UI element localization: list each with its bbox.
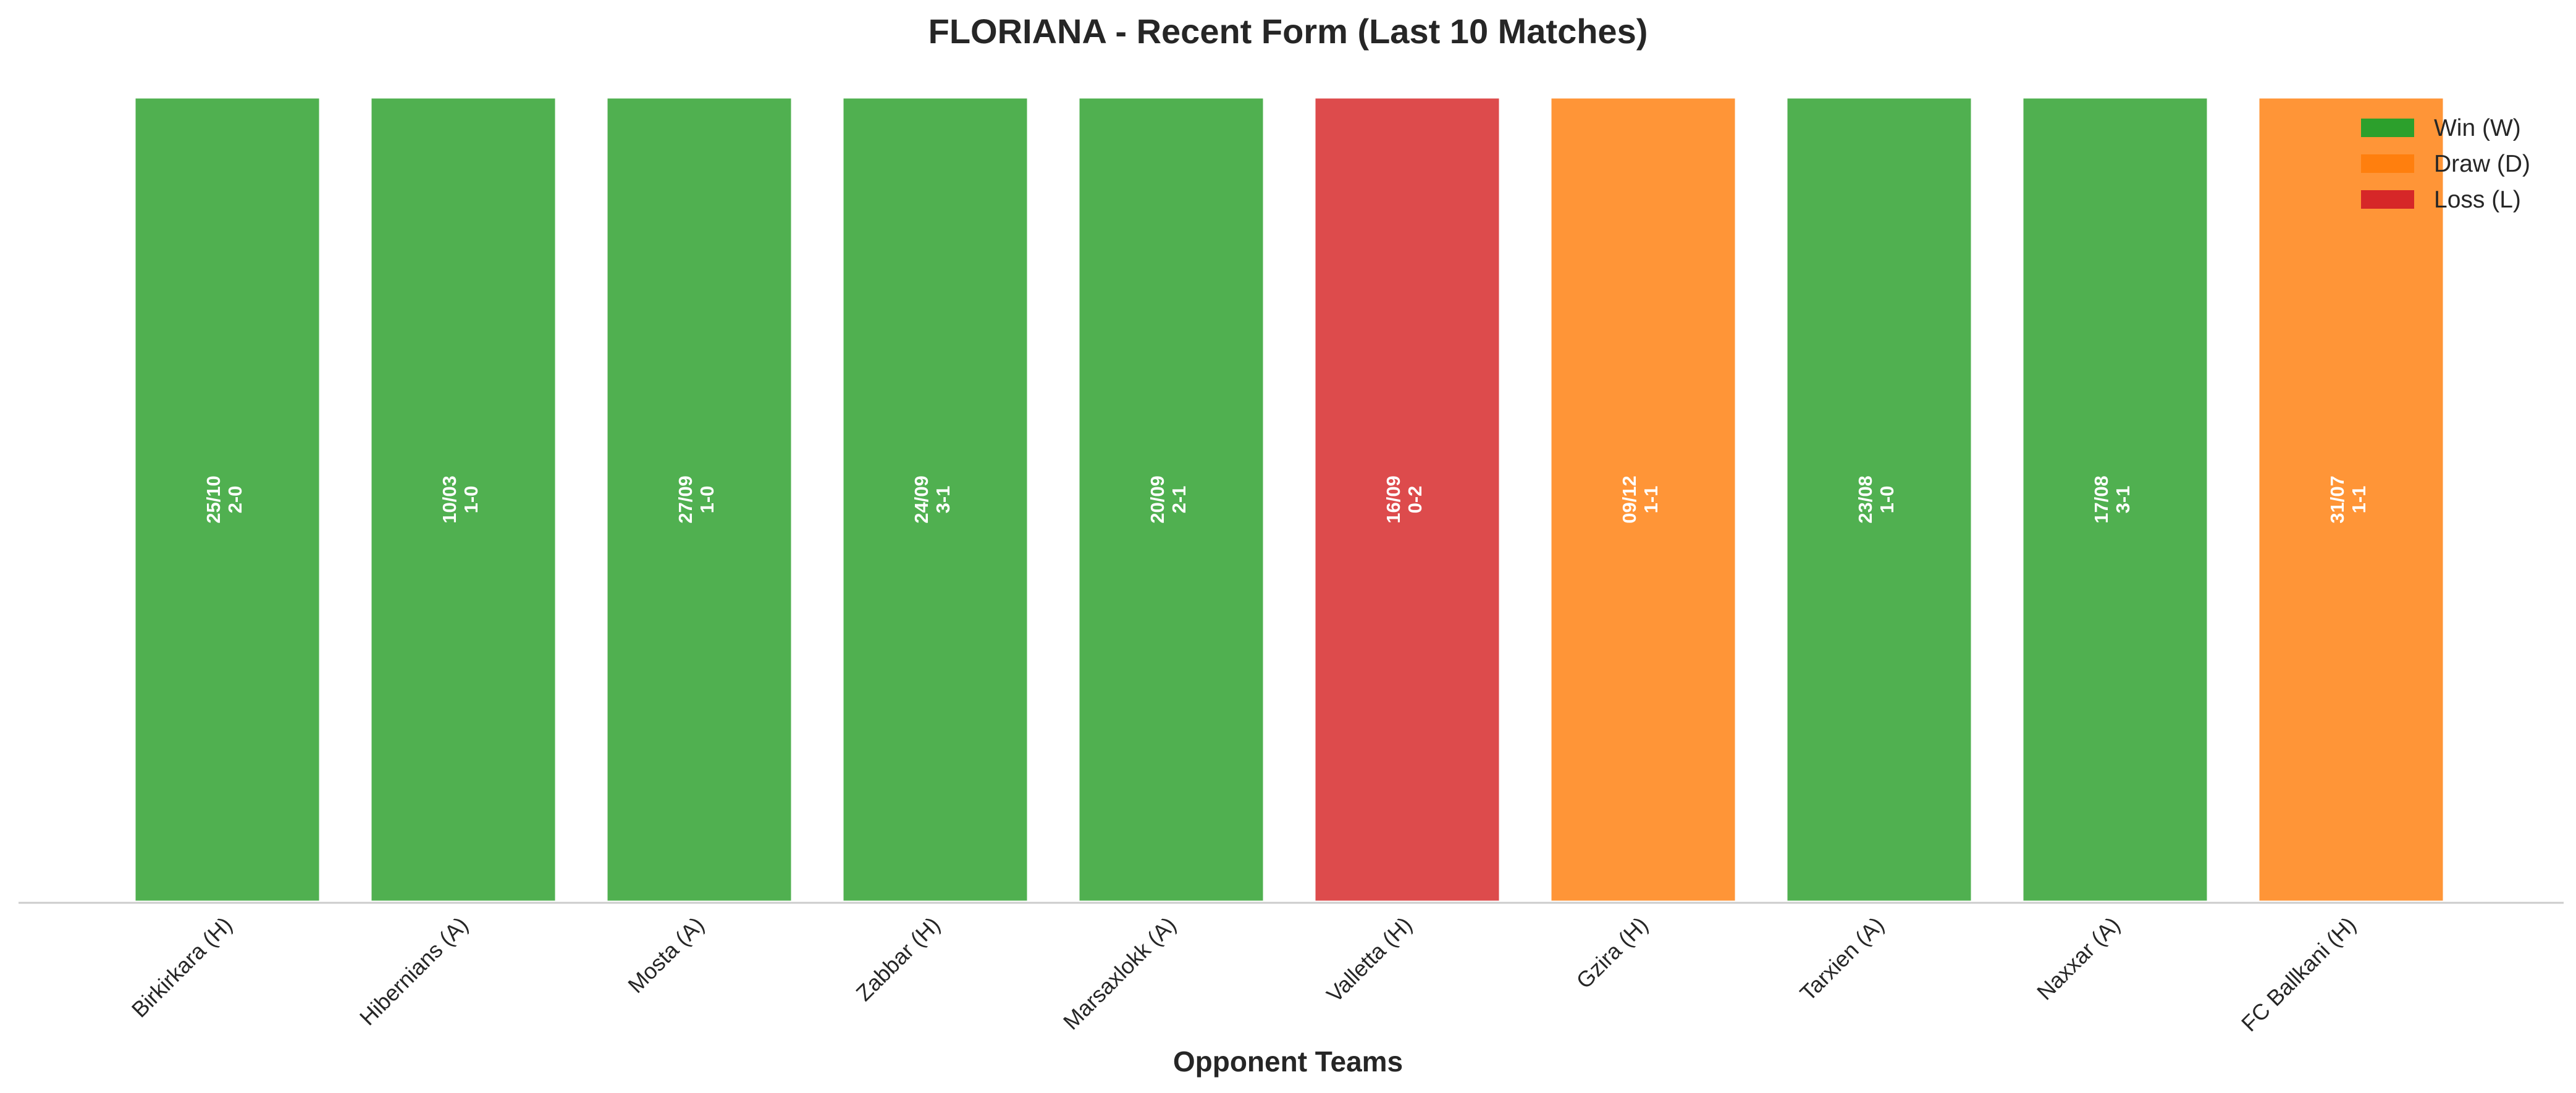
x-tick-label: Tarxien (A) xyxy=(1795,912,1889,1006)
legend-swatch-w xyxy=(2361,119,2414,137)
x-tick-label: Marsaxlokk (A) xyxy=(1058,912,1181,1035)
bar-score-label: 1-0 xyxy=(1876,486,1898,514)
bar-score-label: 1-0 xyxy=(460,486,482,514)
x-axis-label: Opponent Teams xyxy=(1173,1045,1403,1078)
bar-labels-group: 25/10 2-0 10/03 1-0 27/09 1-0 24/09 3-1 20/09 2-1… xyxy=(203,475,2370,524)
bar-score-label: 3-1 xyxy=(932,486,954,514)
x-tick-label: Valletta (H) xyxy=(1321,912,1416,1007)
bar-score-label: 0-2 xyxy=(1404,486,1426,514)
bar-score-label: 1-0 xyxy=(696,486,718,514)
bars-group xyxy=(133,96,2445,903)
x-tick-label: FC Ballkani (H) xyxy=(2236,912,2361,1037)
bar-1 xyxy=(133,96,321,903)
bar-9 xyxy=(2021,96,2209,903)
bar-date-label: 20/09 xyxy=(1147,475,1168,524)
bar-score-label: 2-0 xyxy=(224,486,246,514)
x-tick-label: Birkirkara (H) xyxy=(127,912,237,1023)
legend-label-l: Loss (L) xyxy=(2434,186,2521,213)
bar-score-label: 1-1 xyxy=(2348,486,2370,514)
x-tick-label: Gzira (H) xyxy=(1571,912,1652,994)
legend-label-d: Draw (D) xyxy=(2434,151,2530,177)
bar-6 xyxy=(1313,96,1501,903)
bar-date-label: 27/09 xyxy=(675,475,696,524)
bar-8 xyxy=(1785,96,1973,903)
x-tick-label: Zabbar (H) xyxy=(851,912,945,1006)
bar-score-label: 3-1 xyxy=(2112,486,2134,514)
bar-date-label: 09/12 xyxy=(1618,475,1640,524)
x-ticks-group: Birkirkara (H) Hibernians (A) Mosta (A) Zab… xyxy=(127,912,2361,1037)
bar-2 xyxy=(369,96,557,903)
legend: Win (W) Draw (D) Loss (L) xyxy=(2361,115,2530,213)
bar-score-label: 1-1 xyxy=(1640,486,1662,514)
x-tick-label: Naxxar (A) xyxy=(2032,912,2125,1005)
bar-date-label: 16/09 xyxy=(1383,475,1404,524)
bar-date-label: 17/08 xyxy=(2090,475,2112,524)
bar-date-label: 23/08 xyxy=(1854,475,1876,524)
bar-7 xyxy=(1549,96,1737,903)
bar-3 xyxy=(605,96,793,903)
bar-5 xyxy=(1077,96,1265,903)
x-tick-label: Mosta (A) xyxy=(623,912,709,998)
chart-title: FLORIANA - Recent Form (Last 10 Matches) xyxy=(928,12,1648,51)
bar-date-label: 24/09 xyxy=(911,475,932,524)
legend-swatch-d xyxy=(2361,154,2414,173)
bar-date-label: 31/07 xyxy=(2326,475,2348,524)
bar-date-label: 25/10 xyxy=(203,475,224,524)
x-tick-label: Hibernians (A) xyxy=(355,912,473,1031)
legend-swatch-l xyxy=(2361,190,2414,209)
bar-date-label: 10/03 xyxy=(439,475,460,524)
bar-4 xyxy=(841,96,1029,903)
bar-score-label: 2-1 xyxy=(1168,486,1190,514)
legend-label-w: Win (W) xyxy=(2434,115,2521,141)
bar-10 xyxy=(2257,96,2445,903)
